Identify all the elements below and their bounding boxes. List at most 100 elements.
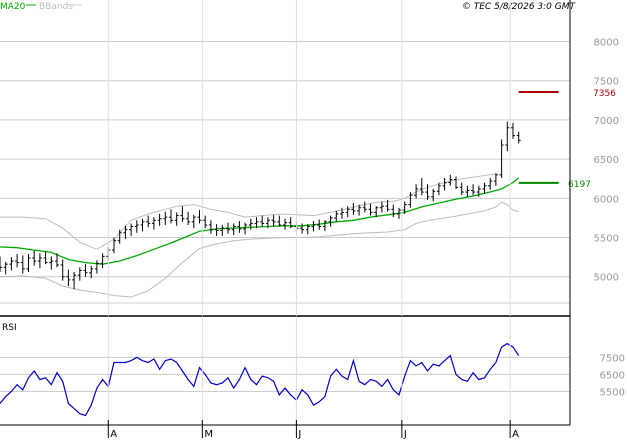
x-tick-label: A <box>110 429 117 440</box>
ohlc-bar <box>311 221 316 232</box>
ohlc-bar <box>436 182 441 196</box>
ohlc-bar <box>300 223 305 234</box>
ohlc-bar <box>283 218 287 230</box>
ohlc-bar <box>516 131 521 144</box>
ohlc-bar <box>345 206 350 218</box>
ohlc-bar <box>163 211 168 225</box>
ohlc-bar <box>140 218 145 232</box>
ohlc-bar <box>191 214 196 229</box>
x-tick-label: J <box>403 429 407 440</box>
ohlc-bar <box>454 176 458 189</box>
ohlc-bar <box>43 251 48 265</box>
ohlc-bar <box>408 192 413 208</box>
ohlc-bar <box>482 182 487 194</box>
bbands-lower-line <box>0 201 519 298</box>
ohlc-bar <box>448 174 453 186</box>
ohlc-bar <box>499 139 504 178</box>
ohlc-bar <box>271 214 276 227</box>
ohlc-bar <box>397 207 401 219</box>
rsi-y-tick-label: 7500 <box>600 353 625 364</box>
bbands-legend-label: BBands <box>39 2 73 12</box>
ohlc-bar <box>511 123 515 139</box>
ohlc-bar <box>351 203 356 215</box>
ohlc-bar <box>157 214 162 226</box>
rsi-panel-title: RSI <box>2 323 17 333</box>
level-label-resistance: 7356 <box>593 89 616 99</box>
price-y-tick-label: 5500 <box>594 234 619 245</box>
ohlc-bar <box>49 256 54 270</box>
ohlc-bar <box>419 177 424 196</box>
rsi-y-tick-label: 5500 <box>600 388 625 399</box>
x-tick-label: M <box>204 429 213 440</box>
ohlc-bar <box>379 201 384 213</box>
ohlc-bar <box>237 221 242 233</box>
ohlc-bar <box>476 185 481 197</box>
ohlc-bar <box>151 217 156 230</box>
ohlc-bar <box>117 229 122 244</box>
ohlc-bar <box>402 201 407 214</box>
ohlc-bar <box>214 224 219 236</box>
ohlc-bar <box>66 269 71 287</box>
ohlc-bar <box>134 220 139 233</box>
ohlc-bar <box>322 220 327 232</box>
ma-legend-label: MA20 <box>0 2 26 12</box>
ohlc-bar <box>431 188 436 202</box>
ohlc-bar <box>123 225 128 240</box>
price-gridlines <box>0 41 570 304</box>
x-tick-label: A <box>512 429 519 440</box>
x-tick-label: J <box>297 429 301 440</box>
ohlc-bar <box>505 121 510 152</box>
ohlc-bar <box>0 256 2 273</box>
ohlc-bar <box>288 217 293 229</box>
ohlc-bar <box>414 184 419 199</box>
ohlc-bar <box>277 215 282 227</box>
ohlc-bar <box>362 201 367 213</box>
ohlc-bar <box>83 264 88 277</box>
ohlc-bar <box>357 204 362 216</box>
ohlc-bar <box>89 265 94 279</box>
ohlc-bar <box>265 217 270 229</box>
ohlc-bar <box>174 212 179 226</box>
ohlc-bar <box>465 185 470 197</box>
ohlc-bar <box>20 255 25 274</box>
price-y-tick-label: 8000 <box>594 38 619 49</box>
ohlc-bar <box>77 267 82 281</box>
ohlc-bar <box>231 223 236 236</box>
ohlc-bar <box>112 237 116 254</box>
price-y-tick-label: 5000 <box>594 273 619 284</box>
ohlc-bar <box>425 184 430 200</box>
ohlc-bar <box>203 215 208 229</box>
ohlc-bar <box>100 253 105 269</box>
price-y-tick-label: 6000 <box>594 194 619 205</box>
ohlc-bar <box>391 204 396 218</box>
ohlc-bar <box>26 253 31 273</box>
rsi-y-tick-label: 6500 <box>600 370 625 381</box>
rsi-path <box>0 342 520 417</box>
ohlc-bar <box>442 177 447 191</box>
ohlc-bar <box>305 224 310 235</box>
level-label-support: 6197 <box>568 180 591 190</box>
ohlc-bar <box>146 215 151 228</box>
ohlc-bar <box>208 220 213 234</box>
ohlc-bar <box>37 253 42 269</box>
ohlc-bar <box>197 210 202 224</box>
ohlc-bar <box>368 203 373 216</box>
rsi-panel: RSI 7500 6500 5500 <box>0 323 625 417</box>
price-levels: 7356 6197 <box>518 89 616 190</box>
ohlc-bar <box>459 182 464 196</box>
price-y-tick-label: 7500 <box>594 77 619 88</box>
ohlc-bar <box>180 206 185 222</box>
price-panel: 8000 7500 7000 6500 6000 5500 5000 7356 6197 <box>0 38 619 304</box>
ohlc-bar <box>248 218 253 230</box>
chart-timestamp: © TEC 5/8/2026 3:0 GMT <box>462 2 577 12</box>
ohlc-bar <box>243 222 248 235</box>
price-y-tick-label: 6500 <box>594 155 619 166</box>
price-y-axis: 8000 7500 7000 6500 6000 5500 5000 <box>594 38 619 284</box>
ohlc-bar <box>374 206 379 218</box>
ohlc-bar <box>15 253 20 268</box>
ohlc-bar <box>254 217 259 229</box>
ohlc-bar <box>94 260 99 274</box>
ohlc-bar <box>3 261 8 275</box>
ohlc-bar <box>9 257 14 271</box>
